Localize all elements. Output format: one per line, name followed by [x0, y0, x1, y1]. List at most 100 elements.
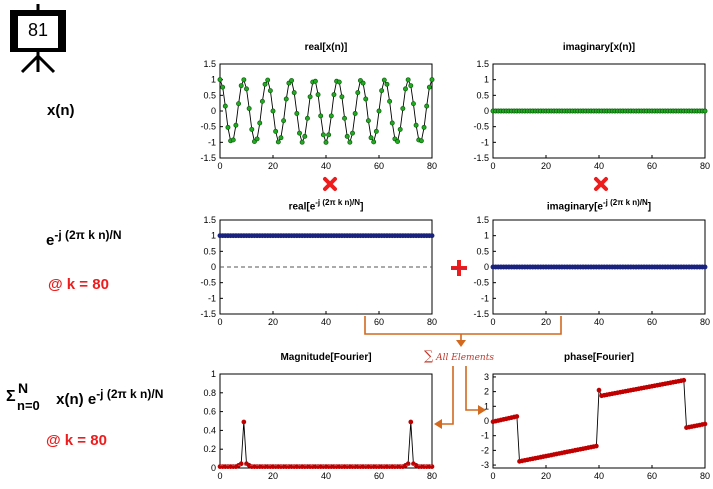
- plot-title-real-e: real[e-j (2π k n)/N]: [288, 198, 364, 213]
- phase-point: [514, 414, 520, 419]
- phase-y-tick-label: 0: [484, 416, 489, 426]
- real-x-point: [244, 86, 249, 92]
- phase-y-tick-label: -1: [481, 431, 489, 441]
- real_e-y-tick-label: 1: [211, 231, 216, 241]
- real-x-point: [259, 98, 265, 104]
- phase-x-tick-label: 20: [541, 471, 551, 481]
- imag_x-y-tick-label: 0: [484, 106, 489, 116]
- plot-title-imag-x: imaginary[x(n)]: [562, 42, 636, 53]
- real-x-point: [307, 94, 313, 100]
- magnitude-point: [238, 461, 244, 467]
- real-x-point: [233, 122, 239, 128]
- real-x-point: [257, 120, 263, 126]
- real-x-point: [405, 77, 411, 83]
- imag_x-y-tick-label: 0.5: [476, 90, 489, 100]
- imag_x-x-tick-label: 40: [594, 161, 604, 171]
- real-x-point: [426, 84, 432, 90]
- imag_x-y-tick-label: -1.5: [473, 153, 489, 163]
- real-x-point: [275, 139, 281, 145]
- projector-icon: [10, 4, 66, 74]
- real-x-point: [267, 88, 273, 94]
- mag-x-tick-label: 20: [268, 471, 278, 481]
- real_e-y-tick-label: 1.5: [203, 215, 216, 225]
- real_e-y-tick-label: 0: [211, 262, 216, 272]
- real-x-point: [289, 78, 294, 83]
- real-x-point: [225, 124, 231, 130]
- imag_x-y-tick-label: -1: [481, 137, 489, 147]
- plus-icon: [451, 260, 467, 276]
- imag_x-x-tick-label: 60: [647, 161, 657, 171]
- phase-frame: [492, 373, 706, 469]
- phase-x-tick-label: 80: [700, 471, 710, 481]
- mag-x-tick-label: 60: [374, 471, 384, 481]
- real_x-x-tick-label: 40: [321, 161, 331, 171]
- real_e-y-tick-label: 0.5: [203, 246, 216, 256]
- imag_e-y-tick-label: -0.5: [473, 278, 489, 288]
- real_x-x-tick-label: 20: [268, 161, 278, 171]
- real-x-point: [281, 118, 287, 124]
- mag-y-tick-label: 0.4: [203, 425, 216, 435]
- imag_x-y-tick-label: 1: [484, 75, 489, 85]
- imag_x-axes: 0 20 40 60 80 1.5 1 0.5 0 -0.5 -1 -1.5: [473, 59, 710, 171]
- real-x-point: [318, 113, 324, 119]
- kernel-exponent: -j (2π k n)/N: [54, 228, 122, 242]
- real_x-y-tick-label: -0.5: [200, 122, 216, 132]
- sum-lower-limit: n=0: [17, 398, 40, 413]
- real-x-point: [363, 96, 369, 102]
- phase-y-tick-label: 2: [484, 387, 489, 397]
- imag_e-y-tick-label: -1.5: [473, 309, 489, 319]
- sum-all-elements-label: ∑ All Elements: [424, 349, 494, 364]
- phase-point: [593, 443, 599, 449]
- imag_e-y-tick-label: 1.5: [476, 215, 489, 225]
- phase-y-tick-label: -3: [481, 460, 489, 470]
- mag-y-tick-label: 0: [211, 463, 216, 473]
- real_e-y-tick-label: -1.5: [200, 309, 216, 319]
- k-value-2: @ k = 80: [46, 432, 107, 449]
- mag-x-tick-label: 40: [321, 471, 331, 481]
- imag_e-y-tick-label: 0.5: [476, 246, 489, 256]
- kernel-formula: e-j (2π k n)/N: [46, 228, 122, 249]
- signal-label: x(n): [47, 102, 75, 119]
- real-x-point: [217, 77, 223, 83]
- real-x-point: [342, 115, 347, 121]
- imag_x-x-tick-label: 0: [490, 161, 495, 171]
- real-x-point: [336, 79, 342, 85]
- phase-point: [596, 387, 602, 393]
- slide-number: 81: [27, 20, 49, 40]
- imag-e-point: [702, 264, 708, 270]
- sum-exponent: -j (2π k n)/N: [96, 387, 164, 401]
- real-x-point: [373, 128, 379, 134]
- real-x-point: [400, 106, 406, 111]
- real_x-axes: 0 20 40 60 80 1.5 1 0.5 0 -0.5 -1 -1.5: [200, 59, 437, 171]
- phase-axes: 0 20 40 60 80 3 2 1 0 -1 -2 -3: [481, 372, 710, 481]
- sum-label-text: All Elements: [436, 353, 494, 363]
- real_x-x-tick-label: 80: [427, 161, 437, 171]
- imag_e-axes: 0 20 40 60 80 1.5 1 0.5 0 -0.5 -1 -1.5: [473, 215, 710, 327]
- k-value-1: @ k = 80: [48, 276, 109, 293]
- phase-point: [702, 421, 708, 427]
- real-x-point: [360, 80, 366, 86]
- real-x-point: [403, 86, 408, 92]
- real-x-point: [328, 113, 334, 119]
- phase-point: [681, 377, 687, 383]
- imag_e-x-tick-label: 40: [594, 317, 604, 327]
- real-x-point: [379, 88, 385, 94]
- plot-title-real-x: real[x(n)]: [304, 42, 348, 53]
- phase-y-tick-label: 3: [484, 372, 489, 382]
- real-x-point: [339, 94, 345, 100]
- mag-axes: 0 20 40 60 80 1 0.8 0.6 0.4 0.2 0: [203, 369, 437, 481]
- real_e-y-tick-label: -0.5: [200, 278, 216, 288]
- imag_e-x-tick-label: 80: [700, 317, 710, 327]
- real-x-point: [355, 90, 361, 96]
- real-x-point: [323, 139, 329, 145]
- real_e-x-tick-label: 80: [427, 317, 437, 327]
- real-x-point: [331, 92, 337, 98]
- imag_e-y-tick-label: -1: [481, 293, 489, 303]
- real-x-point: [270, 108, 276, 114]
- multiply-icon: [594, 177, 608, 191]
- real-x-point: [421, 124, 427, 130]
- sum-formula: Σ N n=0 x(n) e-j (2π k n)/N: [6, 380, 164, 413]
- real-x-point: [254, 136, 260, 142]
- real-x-point: [283, 96, 289, 102]
- phase-x-tick-label: 40: [594, 471, 604, 481]
